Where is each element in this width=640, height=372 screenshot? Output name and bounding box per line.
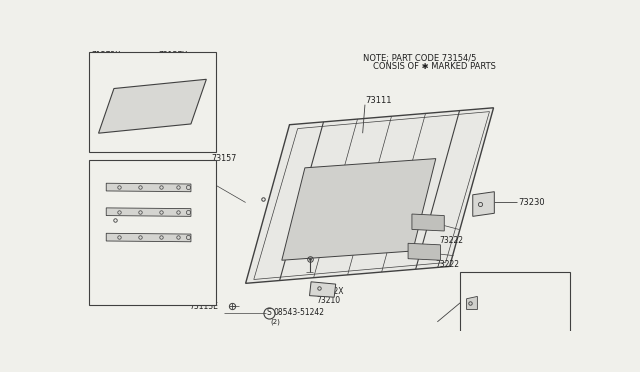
Text: 73157Y: 73157Y — [159, 51, 188, 60]
Polygon shape — [106, 183, 191, 192]
Text: 73157YA: 73157YA — [143, 143, 177, 152]
Polygon shape — [467, 296, 477, 310]
Text: 73155: 73155 — [170, 192, 195, 201]
Text: ✱73860F: ✱73860F — [113, 199, 145, 205]
Polygon shape — [473, 192, 494, 217]
Text: NOTE; PART CODE 73154/5: NOTE; PART CODE 73154/5 — [363, 54, 476, 63]
Polygon shape — [412, 214, 444, 231]
Polygon shape — [106, 233, 191, 242]
Text: (2): (2) — [270, 318, 280, 325]
Text: 71572X: 71572X — [91, 51, 120, 60]
Text: 73113E: 73113E — [189, 302, 218, 311]
Text: 73157Y: 73157Y — [91, 143, 120, 152]
Text: 73950B: 73950B — [91, 217, 118, 223]
Text: ✱73154: ✱73154 — [91, 192, 119, 198]
Text: ✱73860FA: ✱73860FA — [140, 174, 176, 180]
Text: 73111: 73111 — [365, 96, 392, 105]
Text: ✱73860F: ✱73860F — [140, 207, 172, 213]
Text: 73937U: 73937U — [91, 179, 121, 188]
Text: 73162: 73162 — [496, 291, 520, 299]
Text: 73222: 73222 — [436, 260, 460, 269]
Text: F/ROOF RACK: F/ROOF RACK — [92, 57, 146, 66]
Text: 73230: 73230 — [518, 198, 545, 207]
Bar — [90, 160, 216, 305]
Text: 96992X: 96992X — [315, 286, 344, 295]
Text: 73210: 73210 — [316, 296, 340, 305]
Polygon shape — [310, 282, 336, 297]
Text: ✱73860F: ✱73860F — [129, 184, 162, 190]
Polygon shape — [99, 79, 206, 133]
Bar — [460, 272, 570, 333]
Polygon shape — [282, 158, 436, 260]
Text: (FR&CTR): (FR&CTR) — [494, 302, 528, 308]
Polygon shape — [408, 243, 440, 260]
Text: (RR): (RR) — [497, 321, 513, 327]
Bar — [90, 52, 216, 153]
Text: 73222: 73222 — [440, 237, 463, 246]
Text: ✱73860F: ✱73860F — [101, 230, 133, 236]
Polygon shape — [106, 208, 191, 217]
Text: ✱73860FA: ✱73860FA — [140, 217, 176, 223]
Text: EXC. F/ROOF RACK: EXC. F/ROOF RACK — [463, 276, 534, 286]
Text: 73937U: 73937U — [91, 205, 118, 211]
Text: S: S — [266, 308, 271, 317]
Polygon shape — [246, 108, 493, 283]
Text: 73157: 73157 — [211, 154, 236, 163]
Text: 73150N: 73150N — [494, 310, 524, 320]
Text: CONSIS OF ✱ MARKED PARTS: CONSIS OF ✱ MARKED PARTS — [372, 62, 495, 71]
Text: J730003X: J730003X — [520, 319, 557, 328]
Text: 08543-51242: 08543-51242 — [273, 308, 324, 317]
